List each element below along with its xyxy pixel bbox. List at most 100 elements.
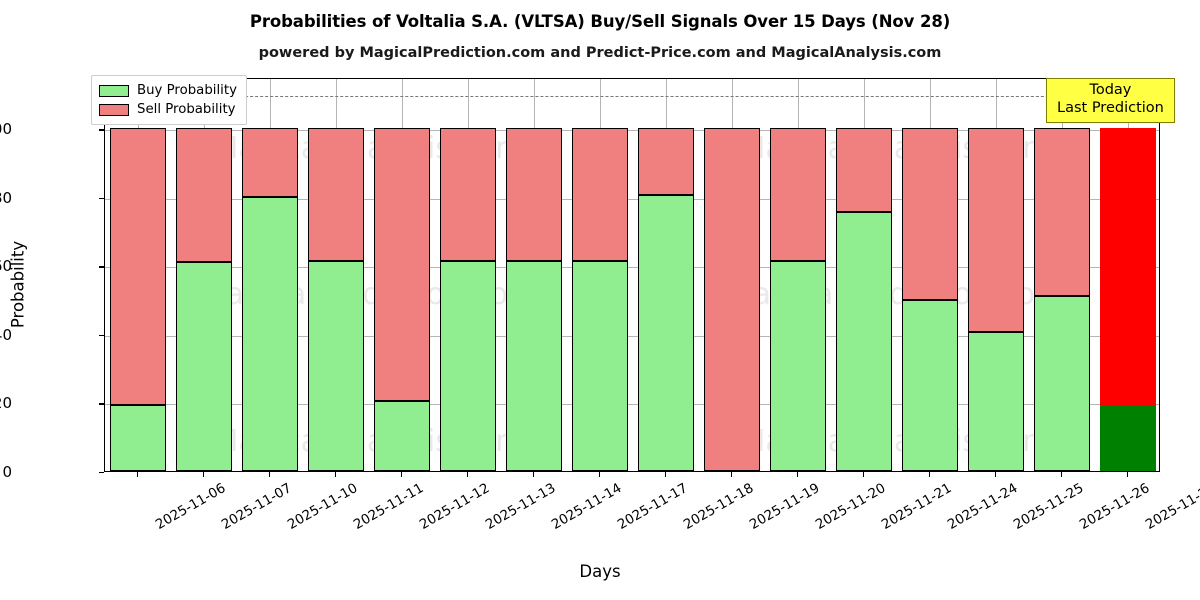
bar-group[interactable] — [439, 79, 497, 471]
bars-layer — [105, 79, 1159, 471]
legend-label-buy: Buy Probability — [137, 83, 237, 98]
chart-legend: Buy Probability Sell Probability — [91, 75, 247, 125]
bar-segment-buy[interactable] — [373, 401, 431, 471]
x-axis-tick-label: 2025-11-14 — [549, 481, 625, 533]
y-axis-tick-mark — [99, 266, 104, 268]
bar-group[interactable] — [571, 79, 629, 471]
bar-group[interactable] — [109, 79, 167, 471]
bar-segment-buy[interactable] — [835, 212, 893, 471]
legend-item-buy: Buy Probability — [99, 81, 237, 100]
bar-segment-buy[interactable] — [769, 261, 827, 471]
plot-area: MagicalAnalysis.com MagicalAnalysis.com Ma… — [104, 78, 1160, 472]
bar-segment-buy[interactable] — [175, 262, 233, 471]
bar-group[interactable] — [835, 79, 893, 471]
bar-segment-sell[interactable] — [637, 128, 695, 196]
y-axis-tick-mark — [99, 334, 104, 337]
bar-group[interactable] — [637, 79, 695, 471]
gridline-horizontal — [105, 335, 1159, 337]
bar-segment-sell[interactable] — [1099, 128, 1157, 405]
y-axis-tick-label: 0 — [2, 463, 12, 481]
y-axis-tick-label: 80 — [0, 188, 12, 207]
y-axis-tick-label: 60 — [0, 257, 12, 276]
bar-segment-sell[interactable] — [571, 128, 629, 262]
bar-segment-sell[interactable] — [967, 128, 1025, 333]
legend-swatch-sell — [99, 103, 129, 116]
bar-segment-buy[interactable] — [439, 261, 497, 471]
bar-group[interactable] — [901, 79, 959, 471]
x-axis-tick-mark — [1127, 472, 1129, 477]
bar-segment-sell[interactable] — [505, 128, 563, 262]
bar-segment-sell[interactable] — [373, 128, 431, 402]
bar-segment-sell[interactable] — [109, 128, 167, 405]
x-axis-tick-label: 2025-11-21 — [879, 481, 955, 533]
bar-group[interactable] — [505, 79, 563, 471]
bar-segment-buy[interactable] — [109, 404, 167, 471]
legend-swatch-buy — [99, 84, 129, 97]
today-annotation-line1: Today — [1089, 82, 1132, 98]
today-annotation: Today Last Prediction — [1046, 78, 1175, 124]
x-axis-tick-mark — [665, 472, 667, 477]
bar-segment-sell[interactable] — [703, 128, 761, 471]
x-axis-tick-mark — [533, 472, 535, 477]
x-axis-tick-label: 2025-11-17 — [615, 481, 691, 533]
bar-segment-buy[interactable] — [967, 332, 1025, 471]
bar-segment-buy[interactable] — [505, 261, 563, 471]
today-annotation-line2: Last Prediction — [1057, 99, 1164, 116]
gridline-horizontal — [105, 130, 1159, 132]
bar-group[interactable] — [373, 79, 431, 471]
chart-title: Probabilities of Voltalia S.A. (VLTSA) B… — [249, 12, 951, 31]
bar-group[interactable] — [769, 79, 827, 471]
x-axis-tick-label: 2025-11-18 — [681, 481, 757, 533]
x-axis-tick-mark — [797, 472, 799, 477]
bar-segment-buy[interactable] — [571, 261, 629, 471]
x-axis-tick-label: 2025-11-06 — [153, 481, 229, 533]
bar-segment-sell[interactable] — [835, 128, 893, 213]
bar-segment-sell[interactable] — [241, 128, 299, 197]
x-axis-tick-mark — [269, 472, 271, 477]
y-axis-tick-mark — [99, 403, 104, 405]
bar-segment-buy[interactable] — [637, 195, 695, 471]
threshold-line — [105, 96, 1159, 98]
bar-segment-sell[interactable] — [307, 128, 365, 262]
y-axis-tick-label: 20 — [0, 394, 12, 413]
legend-label-sell: Sell Probability — [137, 102, 236, 117]
bar-segment-sell[interactable] — [901, 128, 959, 300]
bar-segment-sell[interactable] — [175, 128, 233, 263]
bar-segment-buy[interactable] — [307, 261, 365, 471]
bar-segment-sell[interactable] — [1033, 128, 1091, 297]
x-axis-tick-label: 2025-11-07 — [219, 481, 295, 533]
bar-segment-buy[interactable] — [1033, 296, 1091, 471]
bar-group[interactable] — [1099, 79, 1157, 471]
y-axis-tick-mark — [99, 129, 104, 131]
bar-group[interactable] — [703, 79, 761, 471]
bar-group[interactable] — [241, 79, 299, 471]
x-axis-tick-mark — [929, 472, 931, 477]
bar-segment-buy[interactable] — [241, 196, 299, 471]
x-axis-label: Days — [579, 562, 621, 581]
bar-group[interactable] — [307, 79, 365, 471]
bar-segment-sell[interactable] — [769, 128, 827, 262]
bar-group[interactable] — [1033, 79, 1091, 471]
x-axis-tick-mark — [335, 472, 337, 477]
y-axis-tick-mark — [99, 472, 104, 474]
x-axis-tick-mark — [1061, 472, 1063, 477]
x-axis-tick-mark — [203, 472, 205, 477]
legend-item-sell: Sell Probability — [99, 100, 237, 119]
x-axis-tick-label: 2025-11-11 — [351, 481, 427, 533]
y-axis-tick-label: 100 — [0, 120, 12, 139]
x-axis-tick-label: 2025-11-25 — [1011, 481, 1087, 533]
bar-segment-sell[interactable] — [439, 128, 497, 262]
chart-subtitle: powered by MagicalPrediction.com and Pre… — [258, 45, 942, 61]
x-axis-tick-mark — [401, 472, 403, 477]
x-axis-tick-label: 2025-11-19 — [747, 481, 823, 533]
x-axis-tick-label: 2025-11-24 — [945, 481, 1021, 533]
x-axis-tick-label: 2025-11-20 — [813, 481, 889, 533]
x-axis-tick-mark — [731, 472, 733, 477]
bar-segment-buy[interactable] — [901, 299, 959, 471]
x-axis-tick-label: 2025-11-26 — [1077, 481, 1153, 533]
gridline-horizontal — [105, 404, 1159, 406]
x-axis-tick-label: 2025-11-12 — [417, 481, 493, 533]
bar-group[interactable] — [967, 79, 1025, 471]
bar-group[interactable] — [175, 79, 233, 471]
bar-segment-buy[interactable] — [1099, 404, 1157, 471]
